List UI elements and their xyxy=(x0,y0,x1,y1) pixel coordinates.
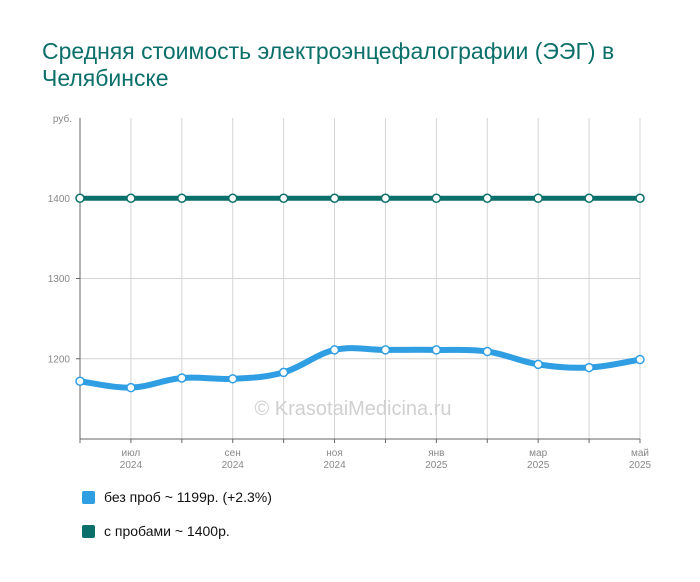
data-point-with-tests xyxy=(278,193,289,203)
legend-item-without-tests: без проб ~ 1199р. (+2.3%) xyxy=(82,488,272,506)
data-point-with-tests xyxy=(126,193,136,203)
legend-item-with-tests: с пробами ~ 1400р. xyxy=(82,522,272,540)
x-tick-month-label: мар xyxy=(529,448,547,459)
series-line-without-tests xyxy=(77,345,643,391)
data-point-with-tests xyxy=(533,193,543,203)
data-point-with-tests xyxy=(75,193,85,203)
chart-title: Средняя стоимость электроэнцефалографии … xyxy=(42,38,615,91)
data-point-without-tests xyxy=(177,373,187,383)
chart-grid xyxy=(79,118,641,439)
y-tick-label: 1200 xyxy=(48,354,71,365)
legend-swatch-without-tests xyxy=(82,490,95,504)
x-tick-month-label: ноя xyxy=(326,448,343,459)
x-tick-month-label: сен xyxy=(225,448,241,459)
x-tick-year-label: 2025 xyxy=(527,460,550,471)
data-point-without-tests xyxy=(482,346,493,357)
x-tick-year-label: 2025 xyxy=(629,460,652,471)
x-tick-year-label: 2024 xyxy=(120,460,143,471)
data-point-without-tests xyxy=(278,367,289,378)
data-point-without-tests xyxy=(584,362,594,373)
x-tick-year-label: 2024 xyxy=(222,460,245,471)
data-point-without-tests xyxy=(431,345,442,355)
data-point-without-tests xyxy=(533,359,543,370)
legend-label-with-tests: с пробами ~ 1400р. xyxy=(104,523,230,539)
data-point-with-tests xyxy=(380,193,391,203)
chart-legend: без проб ~ 1199р. (+2.3%) с пробами ~ 14… xyxy=(82,488,272,556)
watermark: © KrasotaiMedicina.ru xyxy=(254,398,451,420)
data-point-without-tests xyxy=(635,354,645,365)
data-point-with-tests xyxy=(227,193,238,203)
x-tick-month-label: май xyxy=(631,448,649,459)
legend-label-without-tests: без проб ~ 1199р. (+2.3%) xyxy=(104,489,272,505)
chart-series xyxy=(77,195,643,391)
data-point-with-tests xyxy=(177,193,187,203)
x-tick-month-label: июл xyxy=(122,448,141,459)
data-point-with-tests xyxy=(482,193,493,203)
y-tick-label: 1400 xyxy=(48,194,71,205)
data-point-without-tests xyxy=(380,345,391,355)
data-point-without-tests xyxy=(227,374,238,384)
legend-swatch-with-tests xyxy=(82,524,95,538)
data-point-with-tests xyxy=(431,193,442,203)
data-point-without-tests xyxy=(75,376,85,386)
data-point-with-tests xyxy=(584,193,594,203)
data-point-without-tests xyxy=(126,382,136,393)
data-point-with-tests xyxy=(635,193,645,203)
y-tick-label: 1300 xyxy=(48,274,71,285)
x-tick-year-label: 2025 xyxy=(425,460,448,471)
x-tick-year-label: 2024 xyxy=(323,460,346,471)
data-point-without-tests xyxy=(329,345,340,355)
y-unit-label: руб. xyxy=(53,113,72,125)
chart-points xyxy=(75,193,645,393)
data-point-with-tests xyxy=(329,193,340,203)
x-tick-month-label: янв xyxy=(428,448,444,459)
